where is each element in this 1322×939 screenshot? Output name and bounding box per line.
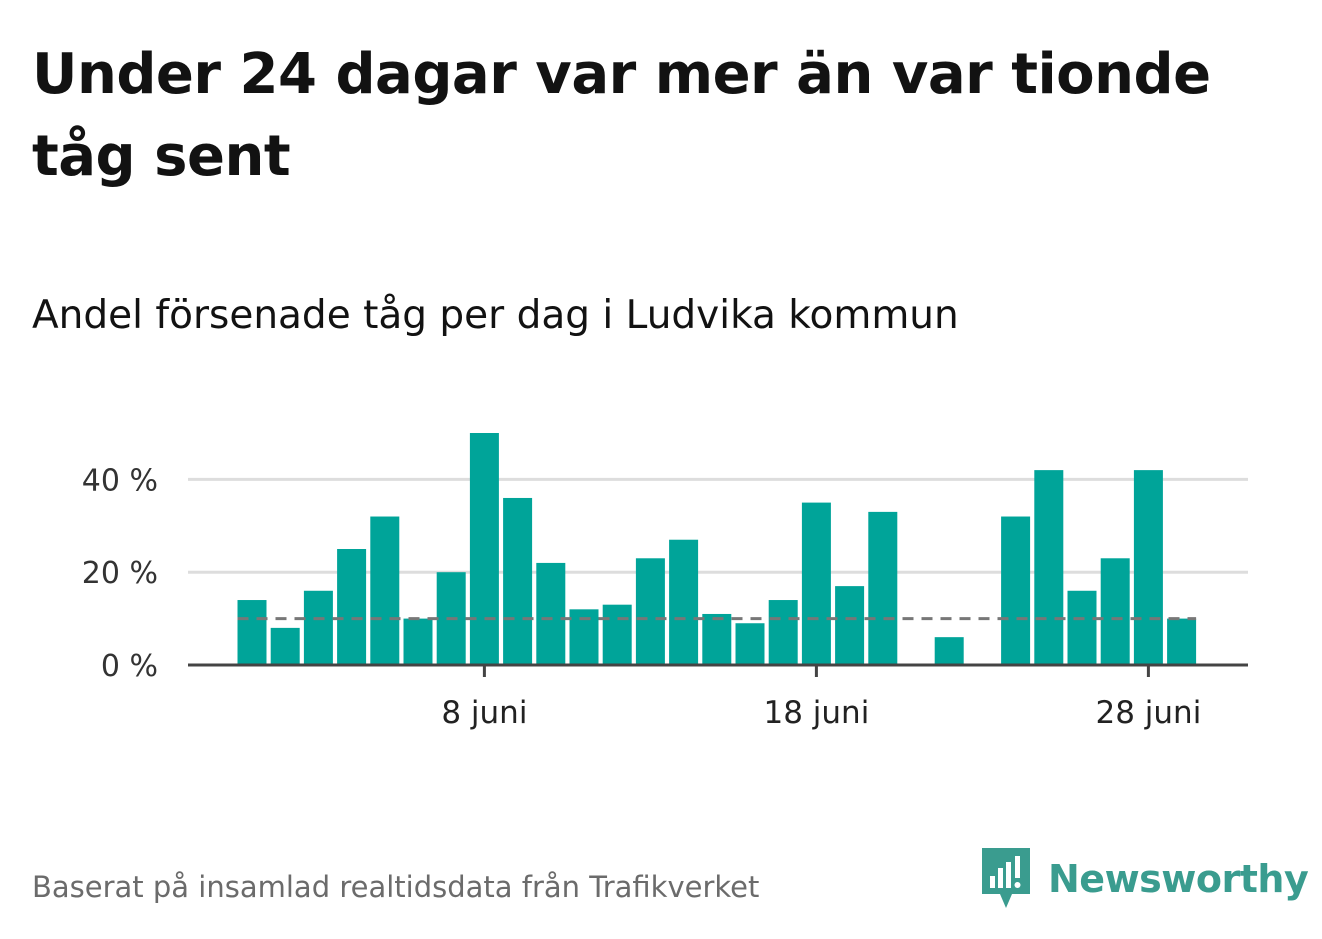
y-tick-label: 0 % (101, 649, 158, 684)
brand-name: Newsworthy (1048, 857, 1309, 901)
source-note: Baserat på insamlad realtidsdata från Tr… (32, 870, 760, 904)
bar (801, 502, 831, 665)
bar (735, 623, 765, 665)
x-tick-label: 18 juni (763, 695, 869, 731)
chart-title: Under 24 dagar var mer än var tionde tåg… (32, 42, 1211, 189)
chart-subtitle: Andel försenade tåg per dag i Ludvika ko… (32, 293, 959, 338)
bar (1001, 516, 1031, 665)
bar (536, 562, 566, 665)
bar (835, 586, 865, 665)
bar (868, 511, 898, 665)
axes: 0 % 20 % 40 % 8 juni 18 juni 28 juni (82, 463, 1248, 731)
bar (934, 637, 964, 665)
y-tick-label: 40 % (82, 463, 158, 498)
newsworthy-logo: Newsworthy (982, 848, 1309, 910)
bar (702, 613, 732, 665)
bar-chart-logo-icon (982, 848, 1030, 908)
bar (1100, 558, 1130, 665)
bar (337, 549, 367, 665)
bar (768, 600, 798, 665)
bar (602, 604, 632, 665)
bar (303, 590, 333, 665)
bar (270, 627, 300, 665)
bar (403, 618, 433, 665)
bar (1167, 618, 1197, 665)
bar (237, 600, 267, 665)
bar (503, 497, 533, 665)
bar (1133, 470, 1163, 665)
bar (635, 558, 665, 665)
bar (1034, 470, 1064, 665)
bar (469, 433, 499, 665)
bar (370, 516, 400, 665)
bar (669, 539, 699, 665)
bars (237, 433, 1197, 665)
y-tick-label: 20 % (82, 556, 158, 591)
bar (1067, 590, 1097, 665)
x-tick-label: 28 juni (1095, 695, 1201, 731)
x-tick-label: 8 juni (441, 695, 527, 731)
